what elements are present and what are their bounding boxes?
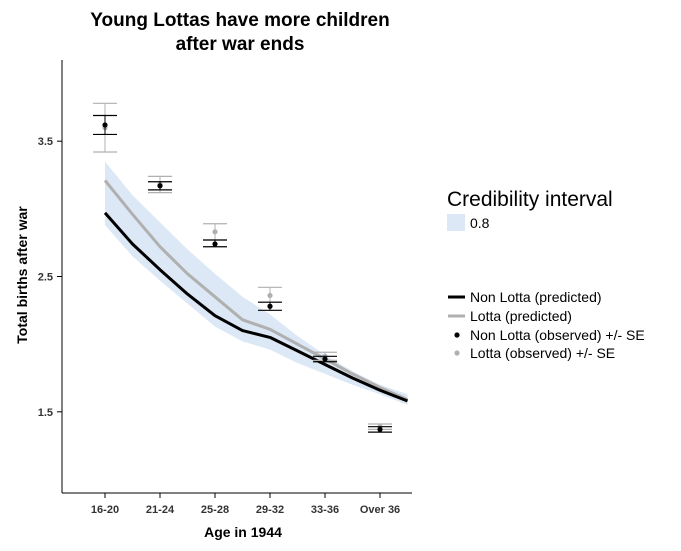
y-tick-label: 3.5 — [38, 136, 53, 148]
legend-non-lotta-observed-swatch — [454, 332, 460, 338]
x-tick-label: Over 36 — [360, 504, 400, 516]
credibility-band — [105, 161, 408, 405]
plot-area — [93, 102, 409, 433]
non-lotta-observed-marker — [212, 241, 218, 247]
non-lotta-observed-point-4 — [313, 355, 337, 363]
lotta-observed-point-3 — [258, 286, 282, 303]
legend: Credibility interval 0.8 Non Lotta (pred… — [447, 188, 645, 361]
legend-lotta-predicted-label: Lotta (predicted) — [470, 308, 572, 324]
lotta-observed-marker — [267, 292, 273, 299]
non-lotta-observed-marker — [267, 303, 273, 309]
lotta-predicted-line — [103, 179, 409, 401]
y-axis-title: Total births after war — [14, 206, 30, 344]
lotta-observed-marker — [212, 229, 218, 235]
legend-band-swatch — [447, 214, 465, 231]
x-tick-label: 25-28 — [201, 504, 229, 516]
non-lotta-observed-marker — [102, 122, 108, 128]
non-lotta-predicted-line — [103, 211, 409, 403]
non-lotta-observed-point-5 — [368, 426, 392, 433]
chart-title-line-2: after war ends — [176, 34, 305, 55]
x-axis-ticks: 16-20 21-24 25-28 29-32 33-36 Over 36 — [91, 493, 400, 516]
non-lotta-observed-point-0 — [93, 114, 117, 136]
non-lotta-observed-point-2 — [203, 239, 227, 248]
chart-title-line-1: Young Lottas have more children — [90, 10, 389, 31]
non-lotta-observed-point-1 — [148, 181, 172, 191]
legend-non-lotta-predicted-label: Non Lotta (predicted) — [470, 289, 602, 305]
non-lotta-observed-marker — [322, 356, 328, 362]
legend-band-title: Credibility interval — [447, 188, 613, 211]
legend-lotta-observed-swatch — [454, 350, 460, 356]
y-tick-label: 2.5 — [38, 272, 53, 284]
x-tick-label: 29-32 — [256, 504, 284, 516]
non-lotta-observed-point-3 — [258, 301, 282, 311]
non-lotta-observed-marker — [377, 426, 383, 433]
legend-lotta-observed-label: Lotta (observed) +/- SE — [470, 345, 615, 361]
x-tick-label: 21-24 — [146, 504, 175, 516]
lotta-observed-point-2 — [203, 223, 227, 241]
y-axis-ticks: 1.5 2.5 3.5 — [38, 136, 62, 419]
non-lotta-observed-marker — [157, 183, 163, 189]
y-tick-label: 1.5 — [38, 407, 53, 419]
x-tick-label: 16-20 — [91, 504, 119, 516]
x-tick-label: 33-36 — [311, 504, 339, 516]
legend-band-label: 0.8 — [470, 215, 490, 231]
x-axis-title: Age in 1944 — [204, 524, 282, 540]
legend-non-lotta-observed-label: Non Lotta (observed) +/- SE — [470, 327, 645, 343]
